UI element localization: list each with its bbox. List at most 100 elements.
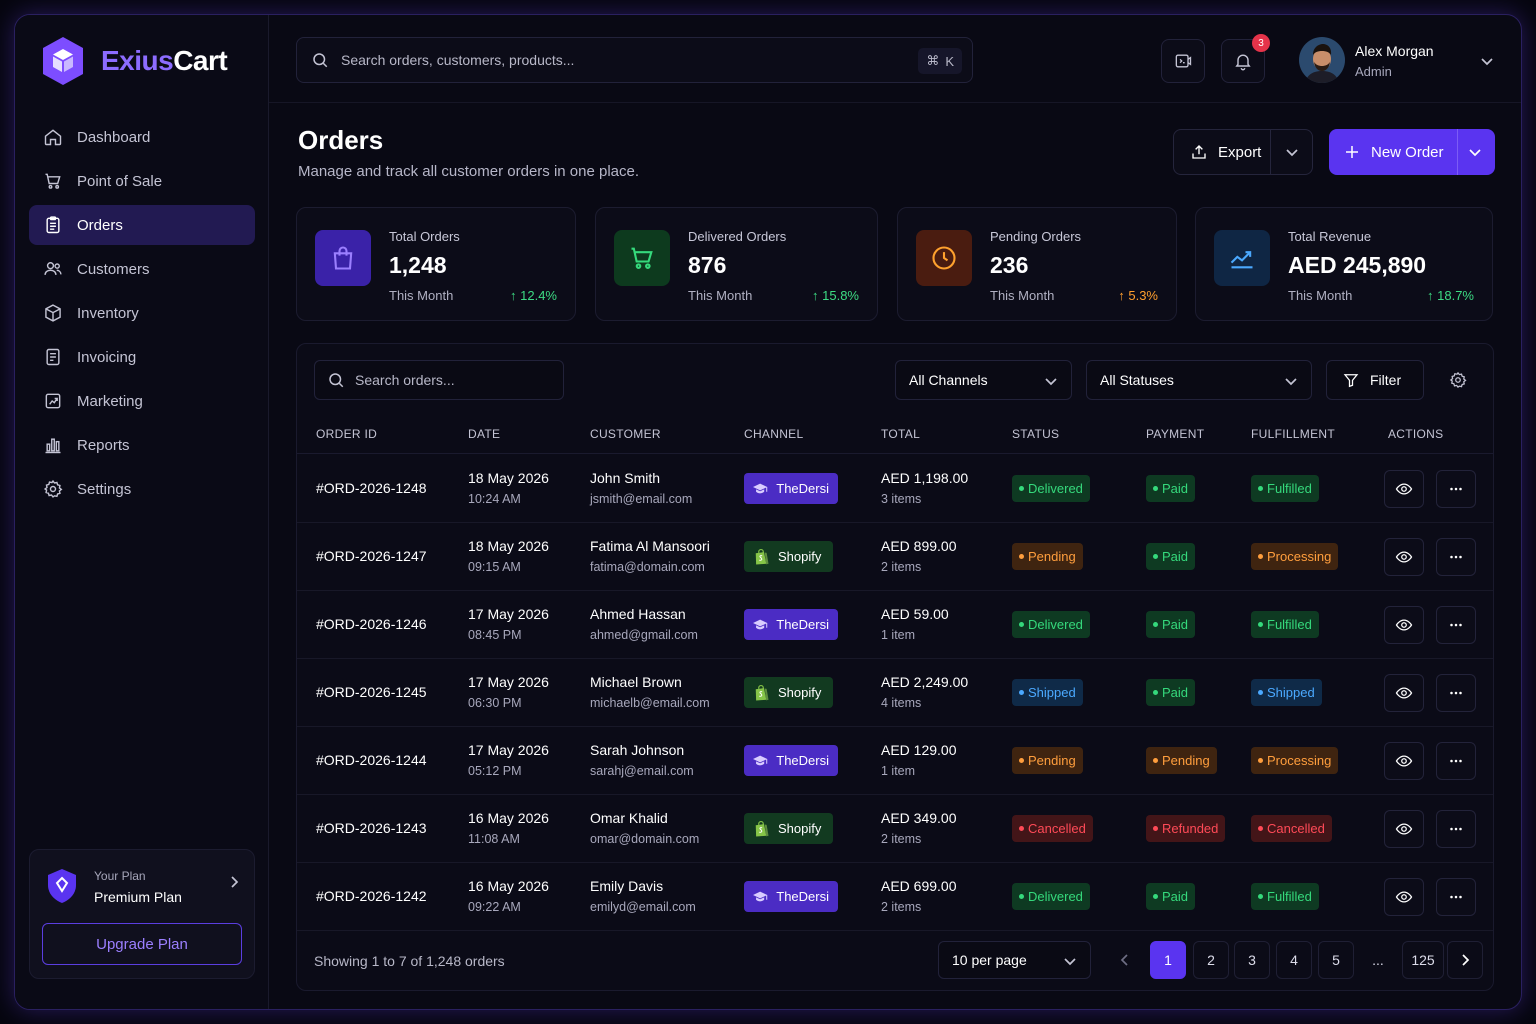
new-order-button[interactable]: New Order: [1329, 129, 1495, 175]
column-header-payment[interactable]: PAYMENT: [1146, 427, 1205, 441]
filter-button[interactable]: Filter: [1326, 360, 1424, 400]
notifications-button[interactable]: 3: [1221, 34, 1270, 83]
order-id[interactable]: #ORD-2026-1243: [316, 820, 427, 836]
global-search-input[interactable]: Search orders, customers, products... ⌘ …: [296, 37, 973, 83]
search-placeholder: Search orders, customers, products...: [341, 52, 575, 68]
sidebar: ExiusCart Dashboard Point of Sale Orders…: [15, 15, 269, 1009]
sidebar-item-dashboard[interactable]: Dashboard: [29, 117, 255, 157]
app-window: ExiusCart Dashboard Point of Sale Orders…: [14, 14, 1522, 1010]
order-total: AED 349.00: [881, 810, 957, 826]
table-row[interactable]: #ORD-2026-1244 17 May 2026 05:12 PM Sarah J…: [297, 727, 1493, 795]
view-order-button[interactable]: [1384, 742, 1424, 780]
payment-badge: Paid: [1146, 475, 1196, 502]
order-id[interactable]: #ORD-2026-1245: [316, 684, 427, 700]
page-button-3[interactable]: 3: [1234, 941, 1270, 979]
table-row[interactable]: #ORD-2026-1248 18 May 2026 10:24 AM John Sm…: [297, 455, 1493, 523]
user-avatar-icon: [1299, 37, 1345, 83]
column-header-customer[interactable]: CUSTOMER: [590, 427, 661, 441]
sidebar-item-settings[interactable]: Settings: [29, 469, 255, 509]
channel-badge: TheDersi: [744, 881, 838, 912]
sidebar-item-customers[interactable]: Customers: [29, 249, 255, 289]
table-row[interactable]: #ORD-2026-1245 17 May 2026 06:30 PM Michael…: [297, 659, 1493, 727]
sidebar-item-reports[interactable]: Reports: [29, 425, 255, 465]
more-actions-button[interactable]: [1436, 878, 1476, 916]
column-header-order-id[interactable]: ORDER ID: [316, 427, 378, 441]
view-order-button[interactable]: [1384, 878, 1424, 916]
payment-text: Paid: [1162, 549, 1189, 564]
status-dot: [1153, 554, 1158, 559]
more-actions-button[interactable]: [1436, 470, 1476, 508]
order-id[interactable]: #ORD-2026-1242: [316, 888, 427, 904]
view-order-button[interactable]: [1384, 606, 1424, 644]
fulfillment-badge: Processing: [1251, 747, 1339, 774]
payment-text: Paid: [1162, 889, 1189, 904]
channel-select[interactable]: All Channels: [895, 360, 1072, 400]
status-badge: Cancelled: [1012, 815, 1093, 842]
user-menu[interactable]: Alex Morgan Admin: [1299, 37, 1509, 85]
channel-name: TheDersi: [776, 753, 829, 768]
graduation-cap-icon: [753, 619, 768, 629]
column-header-fulfillment[interactable]: FULFILLMENT: [1251, 427, 1335, 441]
table-settings-button[interactable]: [1438, 360, 1478, 400]
status-select[interactable]: All Statuses: [1086, 360, 1312, 400]
prev-page-button[interactable]: [1107, 941, 1143, 979]
chevron-down-icon[interactable]: [1467, 144, 1483, 160]
upgrade-plan-button[interactable]: Upgrade Plan: [42, 923, 242, 965]
more-actions-button[interactable]: [1436, 810, 1476, 848]
table-row[interactable]: #ORD-2026-1246 17 May 2026 08:45 PM Ahmed H…: [297, 591, 1493, 659]
export-button[interactable]: Export: [1173, 129, 1313, 175]
customer-name: Ahmed Hassan: [590, 606, 686, 622]
order-search-input[interactable]: Search orders...: [314, 360, 564, 400]
more-actions-button[interactable]: [1436, 538, 1476, 576]
more-actions-button[interactable]: [1436, 742, 1476, 780]
page-button-5[interactable]: 5: [1318, 941, 1354, 979]
page-button-1[interactable]: 1: [1150, 941, 1186, 979]
sidebar-item-point-of-sale[interactable]: Point of Sale: [29, 161, 255, 201]
view-order-button[interactable]: [1384, 470, 1424, 508]
more-actions-button[interactable]: [1436, 674, 1476, 712]
stat-period: This Month: [1288, 288, 1353, 303]
sidebar-item-orders[interactable]: Orders: [29, 205, 255, 245]
column-header-channel[interactable]: CHANNEL: [744, 427, 804, 441]
sidebar-item-invoicing[interactable]: Invoicing: [29, 337, 255, 377]
order-id[interactable]: #ORD-2026-1244: [316, 752, 427, 768]
order-time: 08:45 PM: [468, 628, 522, 642]
chevron-down-icon[interactable]: [1284, 144, 1300, 160]
table-row[interactable]: #ORD-2026-1242 16 May 2026 09:22 AM Emily D…: [297, 863, 1493, 931]
per-page-select[interactable]: 10 per page: [938, 941, 1091, 979]
screen-record-button[interactable]: [1161, 39, 1205, 83]
page-button-2[interactable]: 2: [1193, 941, 1229, 979]
view-order-button[interactable]: [1384, 810, 1424, 848]
sidebar-item-marketing[interactable]: Marketing: [29, 381, 255, 421]
chevron-right-icon: [1462, 954, 1470, 966]
column-header-status[interactable]: STATUS: [1012, 427, 1060, 441]
customer-email: michaelb@email.com: [590, 696, 710, 710]
brand-logo[interactable]: ExiusCart: [41, 35, 228, 87]
view-order-button[interactable]: [1384, 674, 1424, 712]
stat-value: 1,248: [389, 252, 447, 278]
page-button-125[interactable]: 125: [1402, 941, 1444, 979]
table-row[interactable]: #ORD-2026-1243 16 May 2026 11:08 AM Omar Kh…: [297, 795, 1493, 863]
status-dot: [1258, 826, 1263, 831]
page-button-4[interactable]: 4: [1276, 941, 1312, 979]
order-total: AED 129.00: [881, 742, 957, 758]
table-row[interactable]: #ORD-2026-1247 18 May 2026 09:15 AM Fatima …: [297, 523, 1493, 591]
order-id[interactable]: #ORD-2026-1246: [316, 616, 427, 632]
view-order-button[interactable]: [1384, 538, 1424, 576]
payment-text: Pending: [1162, 753, 1210, 768]
order-id[interactable]: #ORD-2026-1247: [316, 548, 427, 564]
customer-email: omar@domain.com: [590, 832, 700, 846]
column-header-total[interactable]: TOTAL: [881, 427, 921, 441]
sidebar-item-label: Point of Sale: [77, 172, 163, 190]
cart-icon: [631, 247, 653, 269]
status-dot: [1019, 486, 1024, 491]
keyboard-shortcut: ⌘ K: [918, 48, 962, 74]
stat-icon-wrap: [614, 230, 670, 286]
next-page-button[interactable]: [1447, 941, 1483, 979]
more-actions-button[interactable]: [1436, 606, 1476, 644]
eye-icon: [1395, 483, 1413, 495]
chevron-right-icon[interactable]: [226, 874, 242, 890]
column-header-date[interactable]: DATE: [468, 427, 501, 441]
order-id[interactable]: #ORD-2026-1248: [316, 480, 427, 496]
sidebar-item-inventory[interactable]: Inventory: [29, 293, 255, 333]
